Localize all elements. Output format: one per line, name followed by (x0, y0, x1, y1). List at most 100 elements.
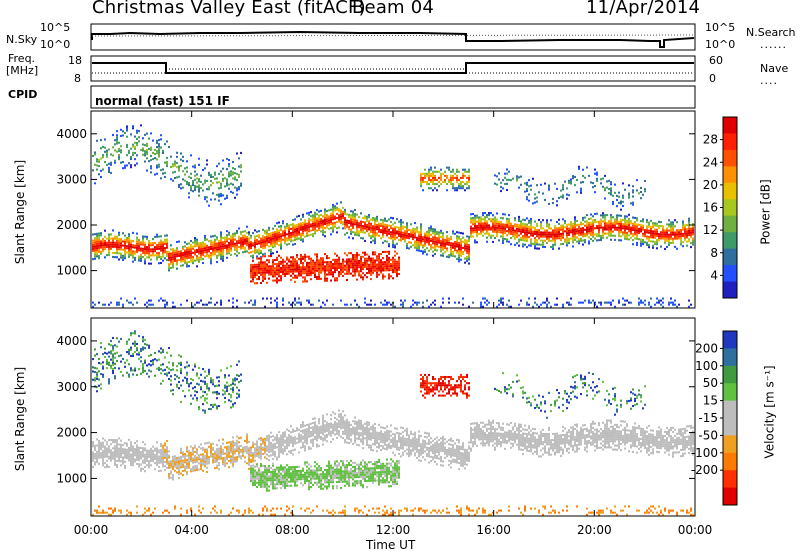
heatmap-cell (614, 191, 616, 194)
heatmap-cell (314, 253, 316, 256)
heatmap-cell (124, 242, 126, 245)
heatmap-cell (210, 245, 212, 248)
heatmap-cell (482, 228, 484, 231)
heatmap-cell (308, 265, 310, 268)
heatmap-cell (386, 261, 388, 264)
heatmap-cell (648, 225, 650, 228)
heatmap-cell (148, 137, 150, 140)
heatmap-cell (434, 170, 436, 173)
heatmap-cell (324, 271, 326, 274)
heatmap-cell (344, 217, 346, 220)
heatmap-cell (170, 248, 172, 251)
heatmap-cell (562, 236, 564, 239)
heatmap-cell (598, 226, 600, 229)
heatmap-cell (584, 228, 586, 231)
heatmap-cell (486, 299, 488, 302)
heatmap-cell (394, 227, 396, 231)
heatmap-cell (286, 243, 288, 246)
heatmap-cell (626, 227, 628, 230)
heatmap-cell (106, 459, 108, 462)
heatmap-cell (352, 212, 354, 215)
heatmap-cell (184, 249, 186, 252)
heatmap-cell (670, 297, 672, 300)
heatmap-cell (204, 249, 206, 252)
heatmap-cell (350, 210, 352, 213)
heatmap-cell (668, 303, 670, 306)
heatmap-cell (604, 214, 606, 217)
heatmap-cell (252, 267, 254, 271)
heatmap-cell (156, 441, 158, 444)
heatmap-cell (680, 233, 682, 236)
heatmap-cell (128, 348, 130, 351)
heatmap-cell (372, 231, 374, 234)
heatmap-cell (296, 260, 298, 263)
heatmap-cell (178, 462, 180, 465)
heatmap-cell (420, 183, 422, 186)
heatmap-cell (442, 180, 444, 184)
heatmap-cell (294, 276, 296, 279)
heatmap-cell (240, 237, 242, 240)
heatmap-cell (98, 378, 100, 381)
heatmap-cell (166, 234, 168, 237)
heatmap-cell (460, 176, 462, 179)
heatmap-cell (138, 259, 140, 262)
heatmap-cell (556, 229, 558, 232)
heatmap-cell (100, 250, 102, 253)
heatmap-cell (400, 239, 402, 242)
heatmap-cell (270, 242, 272, 245)
heatmap-cell (610, 230, 612, 233)
heatmap-cell (418, 241, 420, 244)
heatmap-cell (436, 232, 438, 236)
heatmap-cell (460, 258, 462, 261)
heatmap-cell (228, 299, 230, 302)
heatmap-cell (354, 215, 356, 218)
heatmap-cell (378, 263, 380, 266)
heatmap-cell (500, 227, 502, 230)
heatmap-cell (134, 458, 136, 461)
heatmap-cell (508, 222, 510, 225)
heatmap-cell (292, 301, 294, 304)
heatmap-cell (200, 252, 202, 255)
heatmap-cell (496, 228, 498, 231)
heatmap-cell (392, 262, 394, 265)
heatmap-cell (486, 214, 488, 217)
heatmap-cell (178, 477, 180, 480)
heatmap-cell (106, 237, 108, 240)
heatmap-cell (124, 246, 126, 249)
heatmap-cell (496, 222, 498, 225)
heatmap-cell (480, 218, 482, 221)
heatmap-cell (526, 196, 528, 199)
heatmap-cell (628, 238, 630, 241)
heatmap-cell (662, 225, 664, 228)
heatmap-cell (558, 226, 560, 230)
heatmap-cell (430, 174, 432, 177)
heatmap-cell (436, 241, 438, 244)
heatmap-cell (150, 449, 152, 452)
heatmap-cell (610, 224, 612, 227)
heatmap-cell (394, 232, 396, 235)
heatmap-cell (428, 168, 430, 171)
heatmap-cell (126, 241, 128, 244)
heatmap-cell (226, 168, 228, 171)
heatmap-cell (678, 303, 680, 306)
heatmap-cell (448, 237, 450, 240)
heatmap-cell (516, 236, 518, 239)
heatmap-cell (146, 256, 148, 259)
heatmap-cell (324, 275, 326, 278)
heatmap-cell (186, 299, 188, 302)
heatmap-cell (418, 237, 420, 240)
heatmap-cell (538, 235, 540, 238)
heatmap-cell (276, 281, 278, 284)
heatmap-cell (236, 242, 238, 245)
heatmap-cell (226, 244, 228, 247)
heatmap-cell (352, 224, 354, 228)
heatmap-cell (356, 229, 358, 233)
heatmap-cell (126, 442, 128, 445)
heatmap-cell (674, 237, 676, 240)
heatmap-cell (162, 455, 164, 458)
heatmap-cell (580, 231, 582, 234)
nsky-trace (91, 30, 695, 48)
heatmap-cell (590, 217, 592, 220)
heatmap-cell (354, 223, 356, 226)
heatmap-cell (234, 178, 236, 181)
